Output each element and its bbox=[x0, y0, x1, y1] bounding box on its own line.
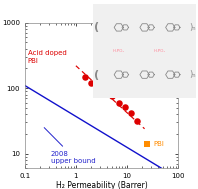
Point bbox=[129, 111, 133, 114]
Point bbox=[110, 95, 113, 98]
Point bbox=[118, 101, 121, 104]
Text: 2008
upper bound: 2008 upper bound bbox=[50, 151, 95, 164]
Point bbox=[83, 75, 87, 78]
Text: PBI: PBI bbox=[153, 141, 164, 147]
X-axis label: H₂ Permeability (Barrer): H₂ Permeability (Barrer) bbox=[56, 181, 147, 189]
Text: (: ( bbox=[94, 22, 99, 32]
Text: (: ( bbox=[94, 70, 99, 80]
Point bbox=[123, 105, 126, 108]
Text: )ₙ: )ₙ bbox=[190, 23, 196, 32]
Text: H₂PO₄: H₂PO₄ bbox=[113, 49, 125, 53]
Point bbox=[136, 119, 139, 122]
Text: H₂PO₄: H₂PO₄ bbox=[154, 49, 166, 53]
Text: )ₙ: )ₙ bbox=[190, 70, 196, 79]
Point bbox=[102, 88, 105, 91]
Text: Acid doped
PBI: Acid doped PBI bbox=[28, 50, 67, 64]
Point bbox=[146, 143, 149, 146]
Point bbox=[90, 81, 93, 84]
